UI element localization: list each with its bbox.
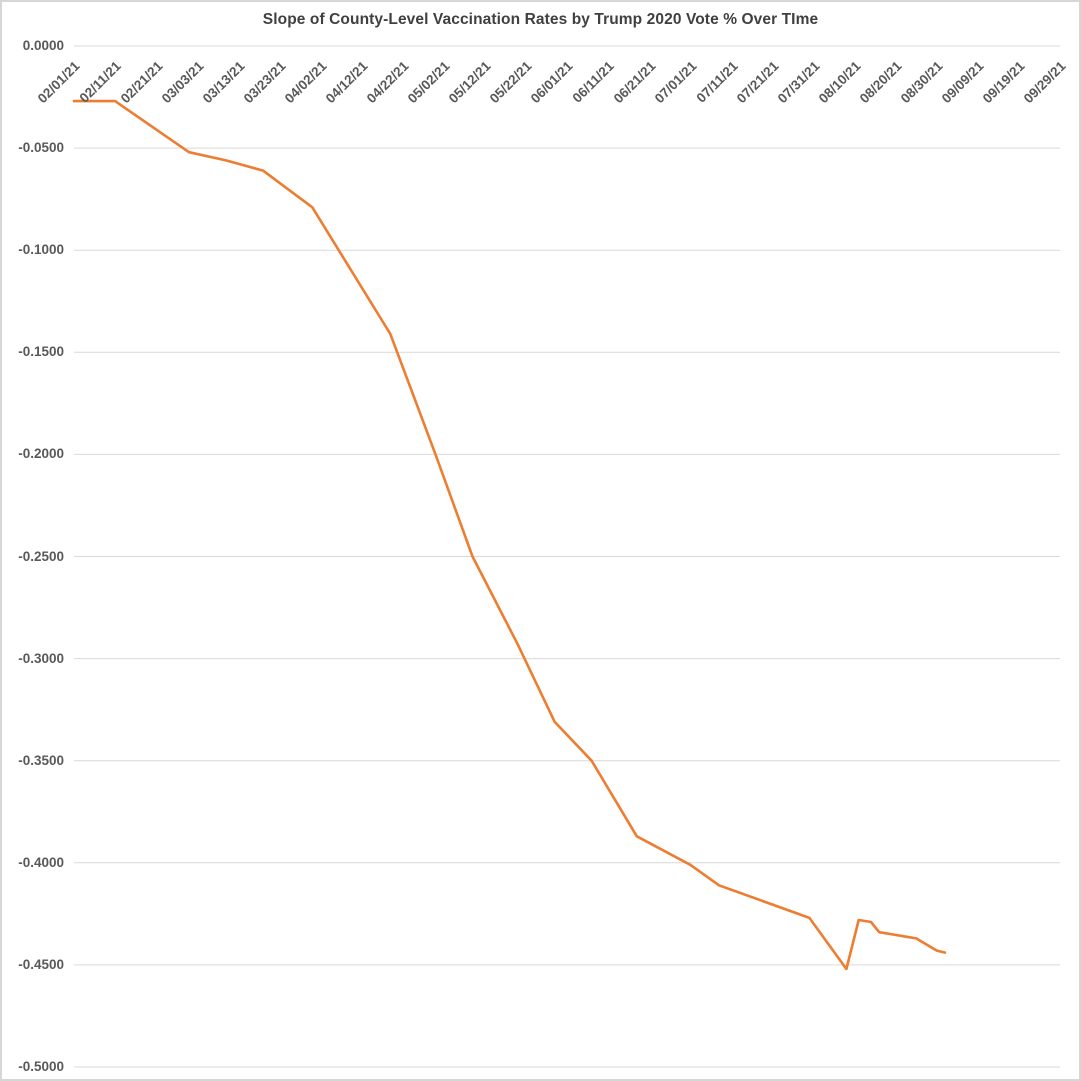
y-axis-tick-label: -0.4000 <box>18 854 64 870</box>
y-axis-tick-label: -0.1000 <box>18 242 64 258</box>
y-axis-tick-label: -0.5000 <box>18 1059 64 1074</box>
y-axis-tick-label: -0.4500 <box>18 956 64 972</box>
y-axis-tick-label: -0.3000 <box>18 650 64 666</box>
y-axis-tick-label: -0.2000 <box>18 446 64 462</box>
data-series-line <box>72 99 947 971</box>
y-axis-tick-label: -0.0500 <box>18 140 64 156</box>
y-axis-tick-label: -0.1500 <box>18 344 64 360</box>
chart-title: Slope of County-Level Vaccination Rates … <box>262 11 819 28</box>
y-axis-tick-label: -0.3500 <box>18 752 64 768</box>
y-axis-tick-label: -0.2500 <box>18 548 64 564</box>
y-axis-tick-label: 0.0000 <box>22 38 64 53</box>
